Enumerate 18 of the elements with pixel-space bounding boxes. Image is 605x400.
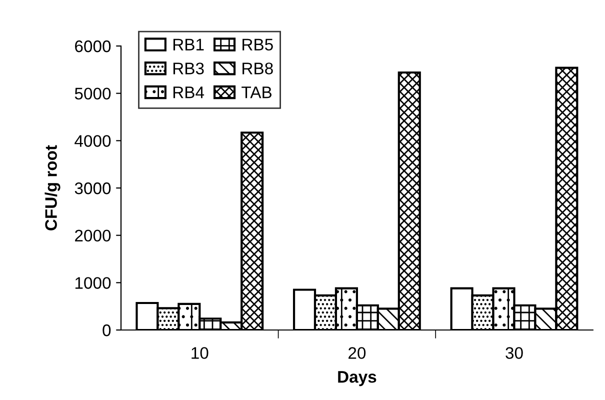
y-tick-label: 0 — [102, 324, 111, 336]
legend-label: TAB — [242, 86, 272, 98]
y-tick-label: 4000 — [74, 135, 111, 147]
legend-label: RB1 — [173, 38, 204, 50]
y-axis-title: CFU/g root — [44, 145, 60, 230]
y-tick-label: 5000 — [74, 88, 111, 100]
y-tick-label: 3000 — [74, 182, 111, 194]
y-tick-label: 1000 — [75, 277, 111, 289]
y-tick-label: 6000 — [75, 40, 111, 52]
x-tick-label: 30 — [506, 347, 523, 359]
x-axis-title: Days — [338, 371, 376, 386]
x-tick-label: 10 — [192, 347, 208, 359]
legend-label: RB3 — [173, 62, 204, 74]
legend-label: RB4 — [173, 86, 204, 98]
x-tick-label: 20 — [348, 347, 366, 359]
y-tick-label: 2000 — [75, 230, 111, 242]
legend-label: RB8 — [242, 62, 273, 74]
legend-label: RB5 — [242, 38, 273, 51]
